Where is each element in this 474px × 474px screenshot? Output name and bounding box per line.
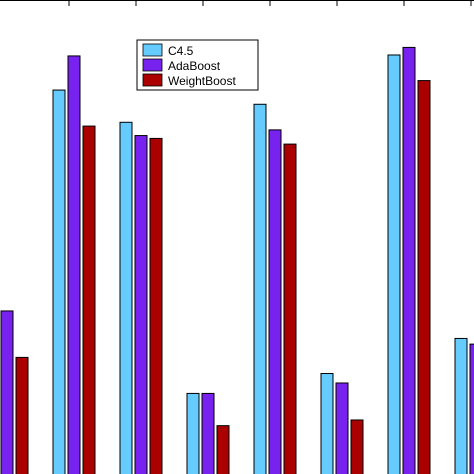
legend-swatch-adaboost xyxy=(142,58,163,72)
legend: C4.5 AdaBoost WeightBoost xyxy=(136,39,259,91)
bar-weightboost-group-6 xyxy=(350,419,364,474)
bar-adaboost-group-3 xyxy=(134,135,148,474)
bar-adaboost-group-8 xyxy=(469,343,474,474)
legend-label-adaboost: AdaBoost xyxy=(168,59,221,73)
bar-adaboost-group-7 xyxy=(402,46,416,474)
bar-c45-group-2 xyxy=(52,89,66,474)
legend-swatch-weightboost xyxy=(142,73,163,87)
bar-adaboost-group-4 xyxy=(201,392,215,474)
legend-label-c45: C4.5 xyxy=(168,44,194,58)
bar-weightboost-group-7 xyxy=(417,80,431,474)
bar-adaboost-group-6 xyxy=(335,382,349,474)
bar-c45-group-8 xyxy=(454,337,468,474)
bar-weightboost-group-3 xyxy=(149,137,163,474)
bar-c45-group-4 xyxy=(186,392,200,474)
legend-swatch-c45 xyxy=(142,43,163,57)
bar-adaboost-group-2 xyxy=(67,55,81,474)
bar-weightboost-group-4 xyxy=(216,425,230,474)
bar-weightboost-group-1 xyxy=(15,356,29,474)
legend-label-weightboost: WeightBoost xyxy=(168,74,236,88)
bar-c45-group-5 xyxy=(253,103,267,474)
bar-adaboost-group-1 xyxy=(0,310,14,474)
bar-c45-group-3 xyxy=(119,121,133,474)
bar-adaboost-group-5 xyxy=(268,129,282,474)
axis-layer xyxy=(0,0,474,6)
bar-weightboost-group-2 xyxy=(82,125,96,474)
bar-weightboost-group-5 xyxy=(283,143,297,474)
bar-c45-group-7 xyxy=(387,54,401,474)
bar-c45-group-6 xyxy=(320,373,334,474)
bars-layer xyxy=(0,46,474,474)
